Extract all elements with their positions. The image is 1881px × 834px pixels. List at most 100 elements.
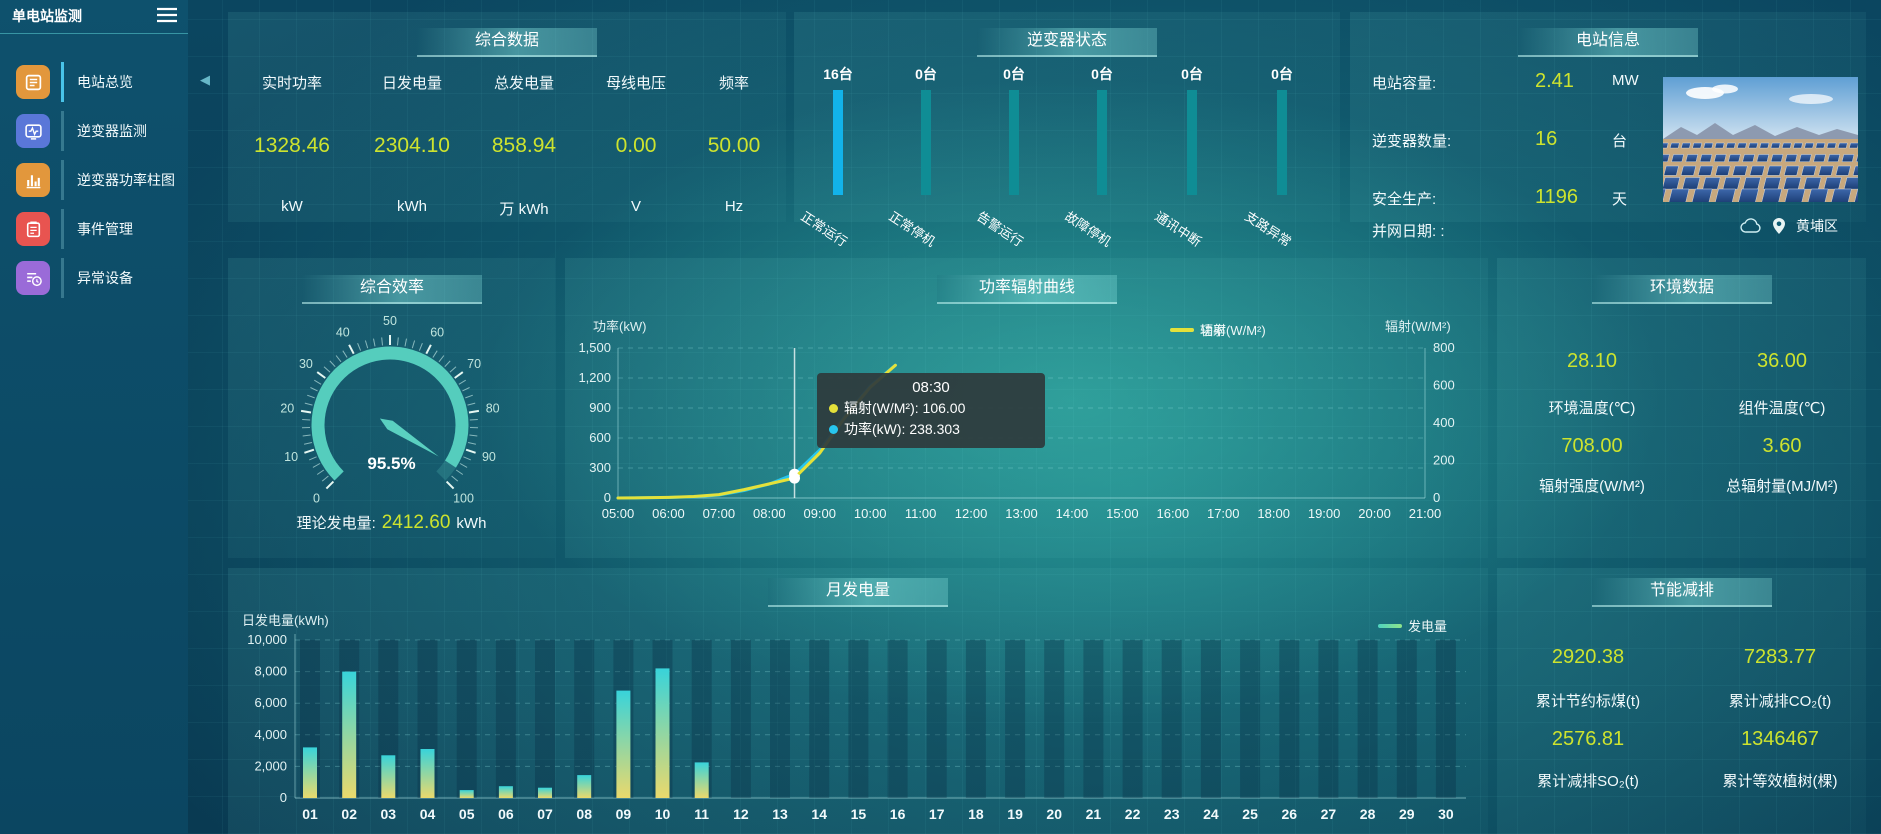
panel-environment: 环境数据 28.10 环境温度(℃) 36.00 组件温度(℃) 708.00 辐射强度(… [1497,258,1866,558]
bar-day-06 [498,786,513,798]
panel-inverter-status: 逆变器状态 16台 正常运行 0台 正常停机 0台 告警运行 0台 故障停机 0台 通讯中断 0台支… [794,12,1340,249]
panel-power-curve: 功率辐射曲线 功率(kW) 辐射(W/M²) 功率 辐射(W/M²) 0 300 60… [565,258,1488,558]
bar-day-07 [538,787,552,798]
stat-value: 50.00 [707,134,761,157]
weather-cloud-icon[interactable] [1740,218,1762,234]
svg-text:10: 10 [655,806,671,822]
svg-text:900: 900 [589,400,611,415]
legend-label: 辐射(W/M²) [1200,323,1266,338]
legend-item-1[interactable]: 辐射(W/M²) [1170,320,1266,339]
svg-text:60: 60 [430,325,444,339]
svg-text:1,200: 1,200 [578,370,611,385]
svg-text:0: 0 [1433,490,1440,505]
station-row-label: 安全生产: [1372,191,1437,208]
bar-day-05 [459,790,474,798]
inverter-bar[interactable] [1277,90,1287,195]
panel-efficiency: 综合效率 0 10 20 30 40 50 60 70 80 90 100 95.5% 理论发电量:… [228,258,555,558]
svg-text:20: 20 [1046,806,1062,822]
bar-chart-legend[interactable]: 发电量 [1378,616,1447,635]
inverter-bar[interactable] [1009,90,1019,195]
svg-text:08:00: 08:00 [753,506,786,521]
svg-text:18: 18 [968,806,984,822]
svg-text:05: 05 [459,806,475,822]
inverter-bar[interactable] [1097,90,1107,195]
svg-text:90: 90 [482,450,496,464]
active-indicator [61,160,64,200]
sidebar-item-label: 异常设备 [77,270,133,286]
svg-text:0: 0 [604,490,611,505]
svg-text:13: 13 [772,806,788,822]
efficiency-gauge: 0 10 20 30 40 50 60 70 80 90 100 [228,258,555,558]
stat-label: 日发电量 [381,75,442,92]
environment-value: 708.00 [1561,435,1623,457]
inverter-state-label: 故障停机 [1062,208,1114,250]
sidebar-item-2[interactable]: 逆变器监测 [16,111,184,151]
svg-text:11:00: 11:00 [905,506,937,521]
svg-text:17:00: 17:00 [1207,506,1240,521]
environment-label: 组件温度(℃) [1738,400,1826,417]
svg-text:19: 19 [1007,806,1023,822]
environment-value: 3.60 [1762,435,1802,457]
svg-text:06: 06 [498,806,514,822]
stat-unit: kWh [397,198,427,215]
sidebar-item-5[interactable]: 异常设备 [16,258,184,298]
station-row-label: 并网日期: : [1372,223,1445,240]
environment-label: 辐射强度(W/M²) [1539,478,1645,495]
svg-text:80: 80 [486,402,500,416]
inverter-state-label: 通讯中断 [1152,208,1204,250]
svg-text:20: 20 [280,402,294,416]
location-row: 黄埔区 [1740,216,1838,236]
svg-text:0: 0 [280,790,287,805]
inverter-bar[interactable] [1187,90,1197,195]
location-pin-icon [1772,217,1786,235]
svg-text:6,000: 6,000 [254,695,287,710]
events-icon [16,212,50,246]
overview-icon [16,65,50,99]
svg-text:09:00: 09:00 [803,506,836,521]
inverter-count: 0台 [1003,66,1025,82]
inverter-count: 0台 [915,66,937,82]
tooltip-text: 辐射(W/M²): 106.00 [844,400,966,416]
bar-axis-name: 日发电量(kWh) [242,613,329,628]
station-row-value: 1196 [1535,186,1579,208]
collapse-sidebar-arrow[interactable]: ◀ [200,72,210,87]
panel-inverter-title: 逆变器状态 [977,28,1157,57]
monthly-bar-chart[interactable]: 0 2,000 4,000 6,000 8,000 10,000 01 02 03 04 05 06 0… [228,568,1488,834]
sidebar-item-1[interactable]: 电站总览 [16,62,184,102]
panel-environment-title: 环境数据 [1592,275,1772,304]
inverter-state-label: 告警运行 [974,208,1026,250]
summary-column: 频率 50.00 Hz [669,12,799,222]
svg-text:200: 200 [1433,453,1455,468]
abnormal-icon [16,261,50,295]
svg-text:19:00: 19:00 [1308,506,1341,521]
panel-power-curve-title: 功率辐射曲线 [937,275,1117,304]
sidebar-item-4[interactable]: 事件管理 [16,209,184,249]
stat-label: 频率 [718,75,749,92]
station-row-label: 电站容量: [1372,75,1437,92]
sidebar-item-3[interactable]: 逆变器功率柱图 [16,160,184,200]
savings-value: 2920.38 [1551,646,1625,668]
svg-text:04: 04 [420,806,436,822]
bar-day-09 [616,690,631,798]
stat-label: 实时功率 [261,75,322,92]
svg-text:15: 15 [851,806,867,822]
inverter-bar[interactable] [921,90,931,195]
svg-text:05:00: 05:00 [602,506,635,521]
station-row-value: 16 [1535,128,1558,150]
svg-text:01: 01 [302,806,318,822]
bar-day-11 [694,762,709,798]
stat-label: 总发电量 [493,75,554,92]
svg-text:23: 23 [1164,806,1180,822]
inverter-bar[interactable] [833,90,843,195]
savings-label: 累计减排SO₂(t) [1537,773,1639,790]
panel-savings: 节能减排 2920.38 累计节约标煤(t) 7283.77 累计减排CO₂(t) 25… [1497,568,1866,834]
tooltip-rows: 辐射(W/M²): 106.00 功率(kW): 238.303 [829,398,1033,440]
svg-text:40: 40 [336,325,350,339]
hamburger-menu-icon[interactable] [156,7,178,23]
svg-text:12:00: 12:00 [955,506,988,521]
theoretical-generation-label: 理论发电量: [296,515,376,532]
svg-text:14: 14 [811,806,827,822]
svg-text:11: 11 [694,806,709,822]
legend-label: 功率 [1200,323,1227,338]
stat-unit: kW [281,198,303,215]
